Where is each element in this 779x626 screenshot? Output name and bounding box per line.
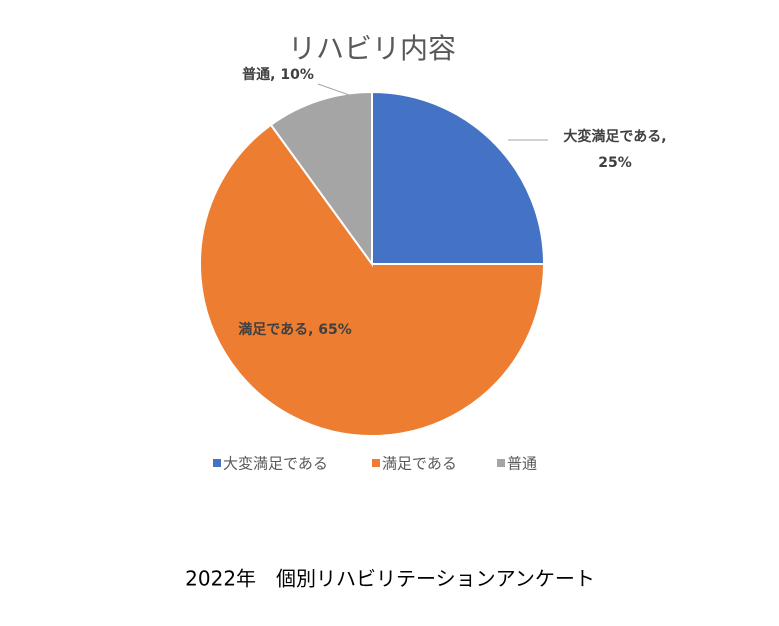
legend-swatch: [497, 459, 505, 467]
legend-label: 普通: [507, 455, 537, 473]
chart-title: リハビリ内容: [288, 32, 456, 65]
caption: 2022年 個別リハビリテーションアンケート: [185, 567, 595, 591]
legend-swatch: [213, 459, 221, 467]
data-label: 満足である, 65%: [238, 321, 352, 338]
legend-label: 満足である: [382, 455, 457, 473]
pie-slice: [371, 90, 546, 265]
leader-line: [317, 83, 353, 97]
data-label: 大変満足である, 25%: [563, 128, 666, 171]
legend-label: 大変満足である: [223, 455, 328, 473]
legend-swatch: [372, 459, 380, 467]
pie-slice: [269, 90, 373, 268]
pie-slice: [199, 123, 546, 437]
data-label: 普通, 10%: [242, 66, 314, 83]
